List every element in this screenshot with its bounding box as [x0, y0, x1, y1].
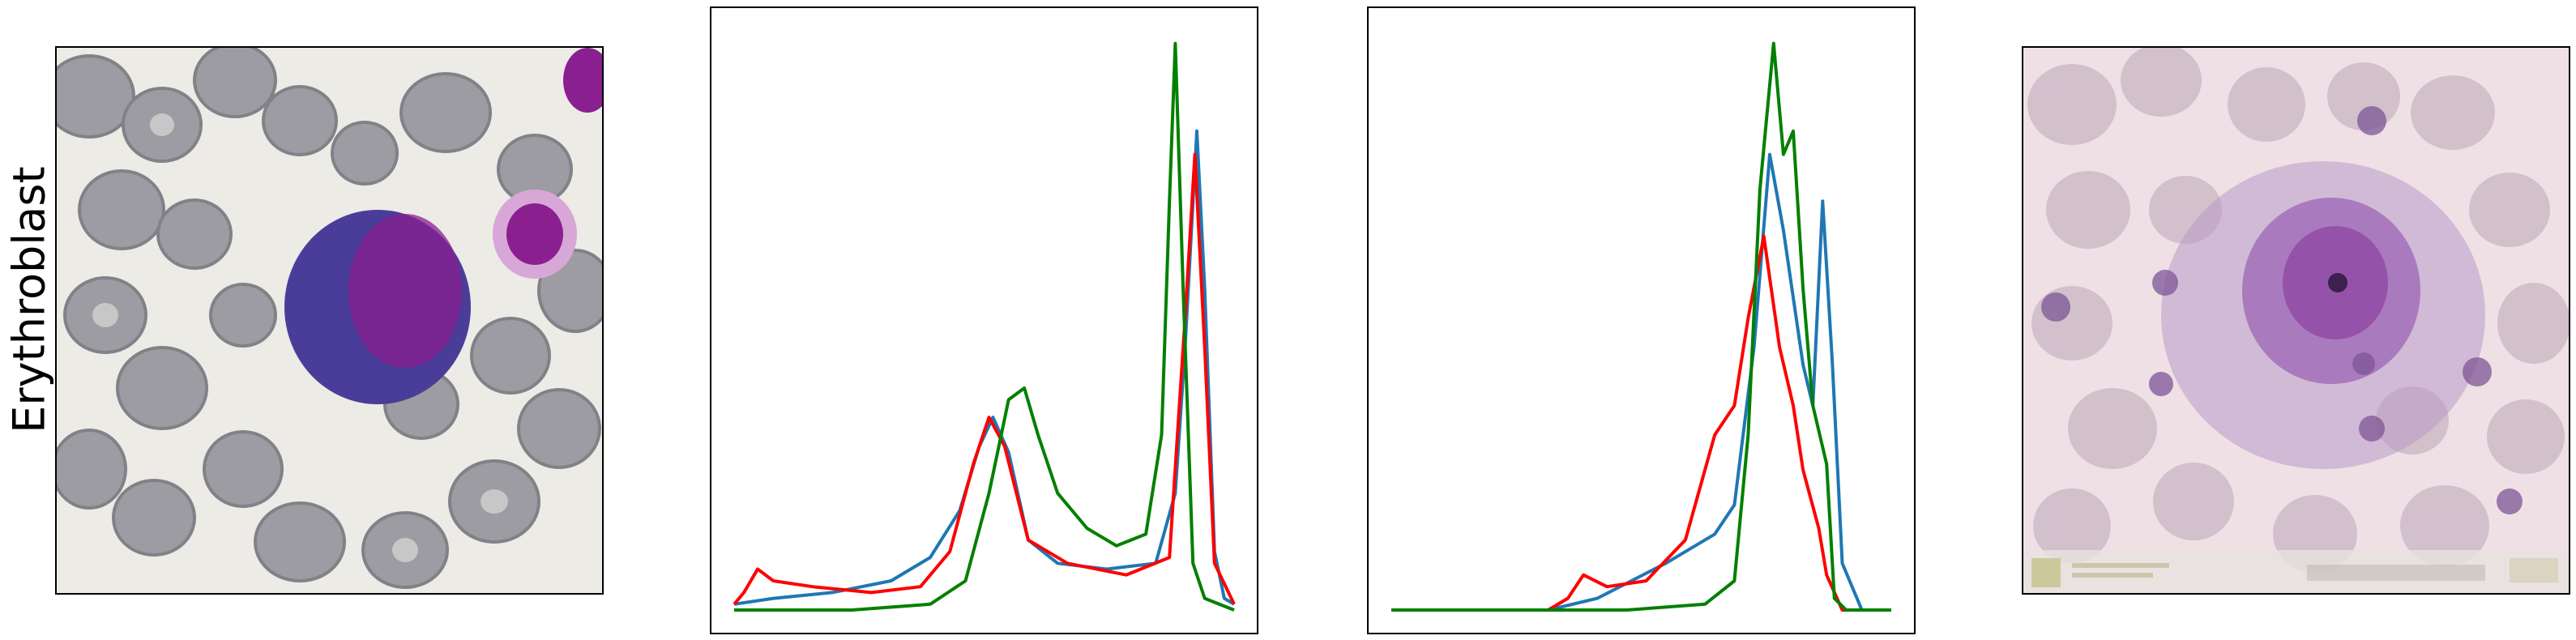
row-label: Erythroblast — [3, 166, 55, 433]
histogram-series-1 — [733, 129, 1236, 606]
histogram-series-3 — [1391, 41, 1891, 612]
histogram-series-2 — [1391, 234, 1891, 612]
histogram-chart-2 — [1391, 41, 1891, 612]
faded-smear-image-panel — [2022, 46, 2570, 595]
histogram-panel-2 — [1367, 6, 1916, 634]
blood-smear-image-faded — [2023, 48, 2569, 593]
histogram-chart-1 — [733, 41, 1236, 612]
smear-image-panel — [55, 46, 604, 595]
row-label-container: Erythroblast — [0, 0, 57, 640]
histogram-series-1 — [1391, 152, 1891, 612]
histogram-series-3 — [734, 41, 1235, 612]
blood-smear-image — [57, 48, 602, 593]
histogram-panel-1 — [710, 6, 1258, 634]
histogram-series-2 — [733, 152, 1236, 606]
